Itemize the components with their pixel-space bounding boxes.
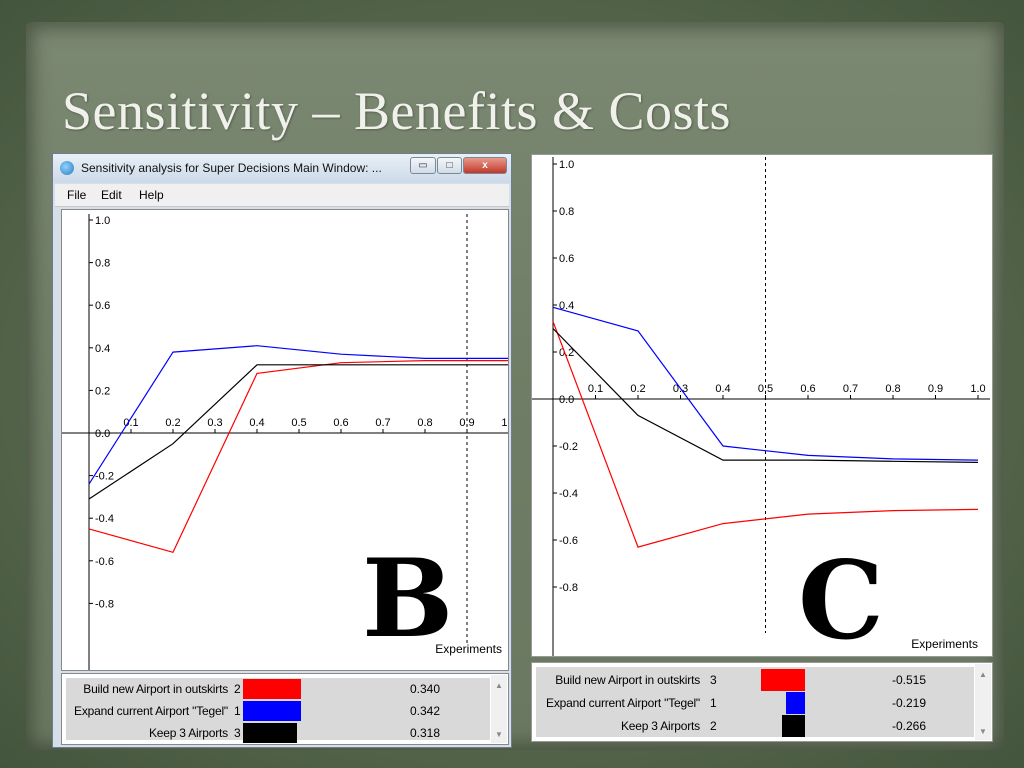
window-title: Sensitivity analysis for Super Decisions… — [81, 161, 382, 175]
y-tick-label: -0.4 — [95, 513, 114, 525]
x-tick-label: 0.9 — [459, 417, 474, 429]
legend-b-value-blue: 0.342 — [410, 704, 441, 718]
minimize-button[interactable]: ▭ — [410, 157, 436, 174]
x-tick-label: 0.8 — [417, 417, 432, 429]
y-tick-label: -0.2 — [95, 471, 114, 483]
legend-c-swatch-black — [782, 715, 805, 737]
legend-b: Build new Airport in outskirts 2 0.340 E… — [61, 673, 509, 745]
chart-c: 1.0 0.8 0.6 0.4 0.2 0.0 -0.2 -0.4 -0.6 -0.8 0.1 0.2… — [532, 157, 990, 656]
series-line-blue — [88, 345, 509, 485]
series-line-red — [88, 360, 509, 554]
slide-title: Sensitivity – Benefits & Costs — [62, 81, 732, 141]
x-tick-label: 0.6 — [333, 417, 348, 429]
x-tick-label: 0.6 — [800, 383, 815, 395]
x-tick-label: 0.5 — [291, 417, 306, 429]
legend-c-rank-black: 2 — [710, 719, 717, 733]
legend-c-rank-blue: 1 — [710, 696, 717, 710]
y-tick-label: -0.2 — [559, 441, 578, 453]
y-tick-label: 0.0 — [559, 394, 574, 406]
menu-file[interactable]: File — [67, 188, 87, 202]
y-tick-label: 0.2 — [95, 385, 110, 397]
legend-c-rank-red: 3 — [710, 673, 717, 687]
legend-b-swatch-black — [243, 723, 297, 743]
sensitivity-window: Sensitivity analysis for Super Decisions… — [52, 153, 517, 748]
series-line-black — [552, 328, 979, 463]
y-tick-label: 1.0 — [95, 215, 110, 227]
legend-b-swatch-red — [243, 679, 301, 699]
x-tick-label: 0.1 — [123, 417, 138, 429]
x-axis-label: Experiments — [435, 642, 502, 656]
y-tick-label: -0.4 — [559, 488, 578, 500]
menu-bar: File Edit Help — [55, 184, 509, 207]
legend-c-name-red: Build new Airport in outskirts — [555, 673, 700, 687]
legend-c-scrollbar[interactable]: ▲ ▼ — [975, 664, 991, 740]
y-tick-label: -0.6 — [559, 535, 578, 547]
legend-b-name-black: Keep 3 Airports — [148, 726, 228, 740]
legend-c-swatch-red — [761, 669, 805, 691]
x-tick-label: 0.3 — [207, 417, 222, 429]
legend-c-value-red: -0.515 — [892, 673, 927, 687]
close-button[interactable]: x — [463, 157, 507, 174]
legend-b-list: Build new Airport in outskirts 2 0.340 E… — [66, 678, 490, 743]
legend-c-name-black: Keep 3 Airports — [620, 719, 700, 733]
x-tick-label: 0.2 — [630, 383, 645, 395]
legend-b-scrollbar[interactable]: ▲ ▼ — [491, 675, 507, 743]
plot-area-b: 1.0 0.8 0.6 0.4 0.2 0.0 -0.2 -0.4 -0.6 -0.8 0.1 0.2… — [61, 209, 517, 671]
x-tick-label: 0.7 — [375, 417, 390, 429]
app-icon — [60, 161, 74, 175]
y-tick-label: -0.8 — [95, 598, 114, 610]
y-tick-label: 0.4 — [95, 343, 110, 355]
menu-edit[interactable]: Edit — [101, 188, 122, 202]
x-axis-label: Experiments — [911, 637, 978, 651]
x-tick-label: 0.4 — [715, 383, 730, 395]
y-tick-label: 0.6 — [559, 253, 574, 265]
window-titlebar[interactable]: Sensitivity analysis for Super Decisions… — [53, 154, 511, 183]
y-tick-label: 0.4 — [559, 300, 574, 312]
panel-label-b: B — [362, 536, 454, 662]
plot-area-c: 1.0 0.8 0.6 0.4 0.2 0.0 -0.2 -0.4 -0.6 -0.8 0.1 0.2… — [531, 154, 993, 657]
y-tick-label: -0.6 — [95, 556, 114, 568]
x-tick-label: 0.9 — [928, 383, 943, 395]
y-tick-label: 0.6 — [95, 300, 110, 312]
legend-b-name-red: Build new Airport in outskirts — [83, 682, 228, 696]
legend-b-rank-blue: 1 — [234, 704, 241, 718]
legend-c-name-blue: Expand current Airport "Tegel" — [546, 696, 700, 710]
legend-b-name-blue: Expand current Airport "Tegel" — [74, 704, 228, 718]
scroll-up-icon[interactable]: ▲ — [495, 681, 503, 690]
x-tick-label: 0.8 — [885, 383, 900, 395]
x-tick-label: 0.5 — [758, 383, 773, 395]
maximize-button[interactable]: □ — [437, 157, 462, 174]
series-line-black — [88, 364, 509, 500]
x-tick-label: 1.0 — [501, 417, 508, 429]
y-tick-label: 0.8 — [95, 258, 110, 270]
legend-c-list: Build new Airport in outskirts 3 -0.515 … — [536, 667, 974, 737]
legend-c: Build new Airport in outskirts 3 -0.515 … — [531, 662, 993, 742]
y-tick-label: 0.0 — [95, 428, 110, 440]
y-tick-label: -0.8 — [559, 582, 578, 594]
series-line-blue — [552, 306, 979, 461]
x-tick-label: 1.0 — [970, 383, 985, 395]
y-tick-label: 0.8 — [559, 206, 574, 218]
scroll-up-icon[interactable]: ▲ — [979, 670, 987, 679]
y-tick-label: 1.0 — [559, 159, 574, 171]
legend-c-value-black: -0.266 — [892, 719, 927, 733]
panel-label-c: C — [798, 538, 884, 664]
y-tick-label: 0.2 — [559, 347, 574, 359]
legend-b-value-black: 0.318 — [410, 726, 441, 740]
x-tick-label: 0.2 — [165, 417, 180, 429]
series-line-red — [552, 321, 979, 548]
menu-help[interactable]: Help — [139, 188, 164, 202]
chart-b: 1.0 0.8 0.6 0.4 0.2 0.0 -0.2 -0.4 -0.6 -0.8 0.1 0.2… — [62, 214, 517, 670]
scroll-down-icon[interactable]: ▼ — [495, 730, 503, 739]
legend-b-rank-red: 2 — [234, 682, 241, 696]
legend-b-rank-black: 3 — [234, 726, 241, 740]
legend-c-value-blue: -0.219 — [892, 696, 927, 710]
x-tick-label: 0.4 — [249, 417, 264, 429]
x-tick-label: 0.7 — [843, 383, 858, 395]
scroll-down-icon[interactable]: ▼ — [979, 727, 987, 736]
legend-b-swatch-blue — [243, 701, 301, 721]
legend-c-swatch-blue — [786, 692, 805, 714]
legend-b-value-red: 0.340 — [410, 682, 441, 696]
x-tick-label: 0.1 — [588, 383, 603, 395]
